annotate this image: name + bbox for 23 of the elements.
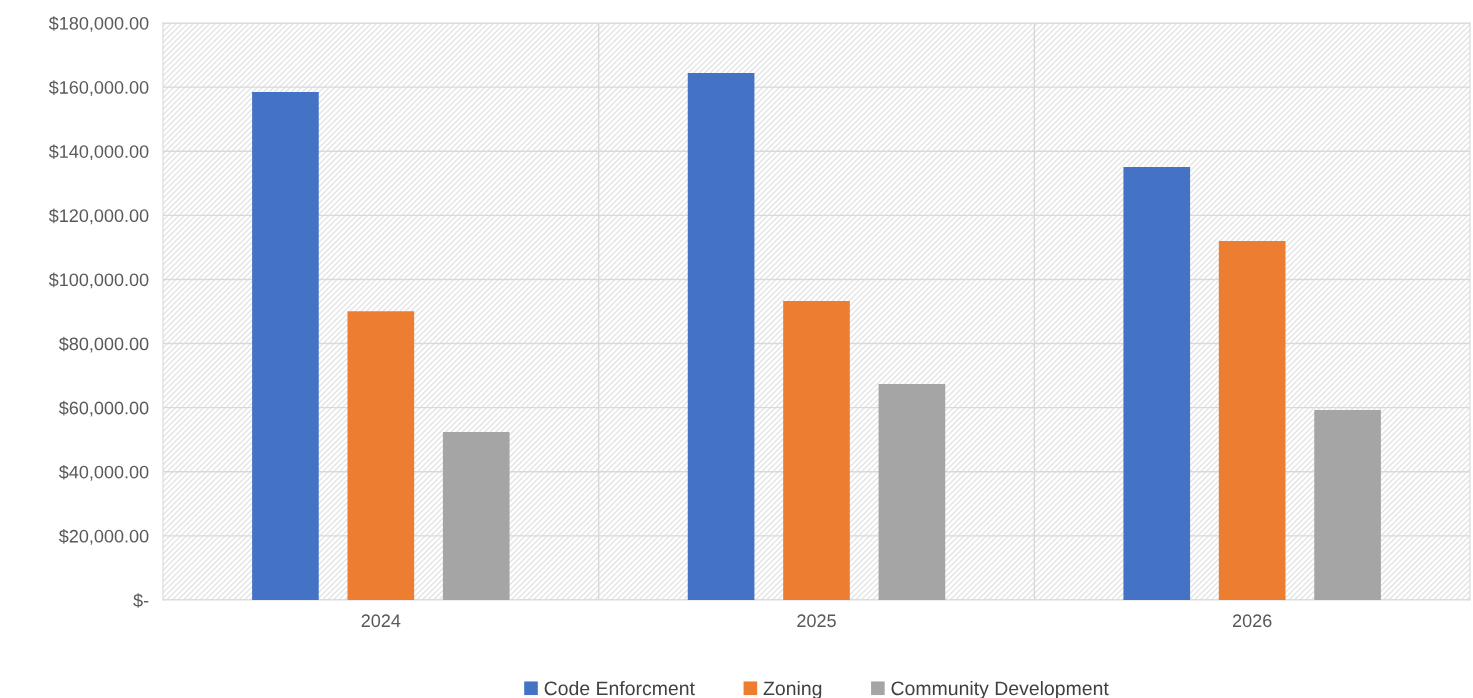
x-tick-label: 2026: [1232, 614, 1272, 628]
legend-label: Code Enforcment: [544, 680, 695, 696]
y-tick-label: $180,000.00: [48, 16, 149, 32]
bar: [252, 91, 319, 600]
y-tick-label: $60,000.00: [58, 400, 149, 417]
bar: [783, 300, 850, 600]
bar: [347, 311, 415, 600]
y-tick-label: $80,000.00: [58, 336, 149, 353]
y-tick-label: $140,000.00: [48, 144, 149, 161]
y-tick-label: $20,000.00: [58, 529, 149, 545]
y-tick-label: $100,000.00: [48, 272, 149, 289]
y-tick-label: $160,000.00: [48, 80, 149, 96]
y-tick-label: $40,000.00: [58, 464, 149, 481]
x-tick-label: 2025: [797, 614, 836, 628]
bar: [687, 73, 755, 600]
y-tick-label: $-: [133, 593, 149, 608]
bar: [1218, 240, 1286, 600]
bar: [442, 432, 510, 600]
bar: [1314, 409, 1381, 600]
bar: [1123, 166, 1191, 600]
y-tick-label: $120,000.00: [48, 208, 149, 225]
bar: [878, 383, 946, 600]
x-tick-label: 2024: [361, 614, 401, 628]
